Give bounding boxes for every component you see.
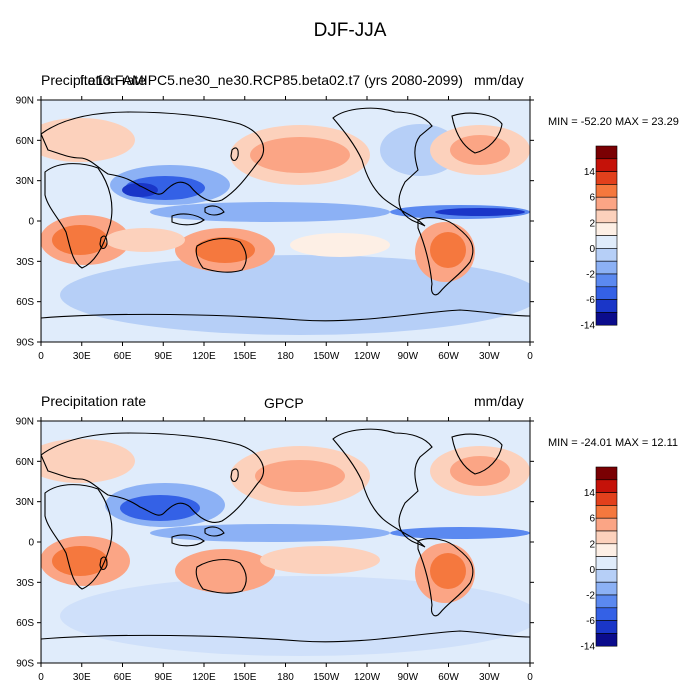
lon-tick-label: 60W bbox=[438, 672, 459, 683]
colorbar-label: 2 bbox=[589, 218, 595, 229]
colorbars: 14 6 2 0 -2 -6 -14 14 6 2 0 -2 -6 -14 bbox=[581, 145, 618, 653]
colorbar-box bbox=[595, 594, 618, 609]
colorbar-box bbox=[595, 312, 618, 326]
colorbar-box bbox=[595, 530, 618, 545]
lon-tick-label: 0 bbox=[527, 672, 533, 683]
lon-tick-label: 150E bbox=[233, 351, 257, 362]
colorbar-label: -14 bbox=[581, 642, 596, 653]
lon-tick-label: 30W bbox=[479, 672, 500, 683]
colorbar-box bbox=[595, 222, 618, 236]
panel-2-minmax: MIN = -24.01 MAX = 12.11 bbox=[548, 437, 679, 449]
lon-tick-label: 120W bbox=[354, 351, 381, 362]
colorbar-box bbox=[595, 517, 618, 532]
colorbar-box bbox=[595, 184, 618, 198]
colorbar-label: -6 bbox=[586, 616, 595, 627]
panel-1-field bbox=[41, 100, 530, 342]
lat-tick-label: 60N bbox=[16, 136, 34, 147]
colorbar-label: -14 bbox=[581, 321, 596, 332]
colorbar-box bbox=[595, 633, 618, 647]
panel-2-units: mm/day bbox=[474, 393, 524, 409]
colorbar-box bbox=[595, 273, 618, 288]
colorbar-label: -2 bbox=[586, 591, 595, 602]
colorbar-label: 6 bbox=[589, 193, 595, 204]
lon-tick-label: 90W bbox=[397, 351, 418, 362]
colorbar-label: -2 bbox=[586, 270, 595, 281]
colorbar-label: 0 bbox=[589, 565, 595, 576]
colorbar-box bbox=[595, 607, 618, 621]
lon-tick-label: 60W bbox=[438, 351, 459, 362]
lon-tick-label: 120W bbox=[354, 672, 381, 683]
panel-1-left-title: Precipitation rate bbox=[41, 72, 147, 88]
lon-tick-label: 120E bbox=[192, 351, 216, 362]
lat-tick-label: 30N bbox=[16, 497, 34, 508]
lat-tick-label: 0 bbox=[28, 538, 34, 549]
colorbar-box bbox=[595, 505, 618, 519]
lon-tick-label: 30E bbox=[73, 351, 91, 362]
panel-2-center-title: GPCP bbox=[264, 395, 304, 411]
lat-tick-label: 30S bbox=[16, 578, 34, 589]
lon-tick-label: 120E bbox=[192, 672, 216, 683]
colorbar-box bbox=[595, 569, 618, 583]
lon-tick-label: 30E bbox=[73, 672, 91, 683]
lon-tick-label: 150E bbox=[233, 672, 257, 683]
lat-tick-label: 0 bbox=[28, 217, 34, 228]
colorbar-box bbox=[595, 235, 618, 249]
panel-1-center-title: f.e13.FAMIPC5.ne30_ne30.RCP85.beta02.t7 … bbox=[80, 72, 463, 88]
lon-tick-label: 90W bbox=[397, 672, 418, 683]
colorbar-box bbox=[595, 581, 618, 596]
colorbar-box bbox=[595, 158, 618, 172]
lon-tick-label: 180 bbox=[277, 672, 294, 683]
colorbar-box bbox=[595, 286, 618, 300]
colorbar-box bbox=[595, 248, 618, 262]
lon-tick-label: 150W bbox=[313, 351, 340, 362]
axis-ticks: 90N 60N 30N 0 30S 60S 90S 0 30E 60E 90E 120E 150E 180… bbox=[16, 96, 534, 683]
lon-tick-label: 0 bbox=[38, 672, 44, 683]
panel-2-left-title: Precipitation rate bbox=[41, 393, 147, 409]
lon-tick-label: 180 bbox=[277, 351, 294, 362]
panel-2-field bbox=[41, 421, 530, 663]
lon-tick-label: 90E bbox=[154, 351, 172, 362]
lat-tick-label: 60N bbox=[16, 457, 34, 468]
lat-tick-label: 60S bbox=[16, 618, 34, 629]
lat-tick-label: 90S bbox=[16, 659, 34, 670]
panel-1-minmax: MIN = -52.20 MAX = 23.29 bbox=[548, 116, 679, 128]
colorbar-box bbox=[595, 299, 618, 313]
colorbar-box bbox=[595, 260, 618, 275]
colorbar-box bbox=[595, 620, 618, 634]
colorbar-box bbox=[595, 466, 618, 481]
lon-tick-label: 90E bbox=[154, 672, 172, 683]
colorbar-box bbox=[595, 543, 618, 557]
main-title: DJF-JJA bbox=[313, 20, 387, 41]
panel-1-units: mm/day bbox=[474, 72, 524, 88]
lon-tick-label: 0 bbox=[38, 351, 44, 362]
colorbar-label: 14 bbox=[584, 167, 596, 178]
colorbar-box bbox=[595, 171, 618, 185]
colorbar-box bbox=[595, 492, 618, 506]
colorbar-box bbox=[595, 479, 618, 493]
lat-tick-label: 90N bbox=[16, 96, 34, 107]
colorbar-box bbox=[595, 145, 618, 160]
colorbar-label: -6 bbox=[586, 295, 595, 306]
lon-tick-label: 60E bbox=[114, 672, 132, 683]
lat-tick-label: 30N bbox=[16, 176, 34, 187]
colorbar-label: 14 bbox=[584, 488, 596, 499]
lat-tick-label: 60S bbox=[16, 297, 34, 308]
lat-tick-label: 90S bbox=[16, 338, 34, 349]
colorbar-label: 2 bbox=[589, 539, 595, 550]
colorbar-label: 0 bbox=[589, 244, 595, 255]
lon-tick-label: 30W bbox=[479, 351, 500, 362]
lon-tick-label: 0 bbox=[527, 351, 533, 362]
colorbar-box bbox=[595, 209, 618, 224]
colorbar-box bbox=[595, 196, 618, 211]
lat-tick-label: 90N bbox=[16, 417, 34, 428]
colorbar-label: 6 bbox=[589, 514, 595, 525]
lon-tick-label: 60E bbox=[114, 351, 132, 362]
colorbar-box bbox=[595, 556, 618, 570]
lon-tick-label: 150W bbox=[313, 672, 340, 683]
lat-tick-label: 30S bbox=[16, 257, 34, 268]
